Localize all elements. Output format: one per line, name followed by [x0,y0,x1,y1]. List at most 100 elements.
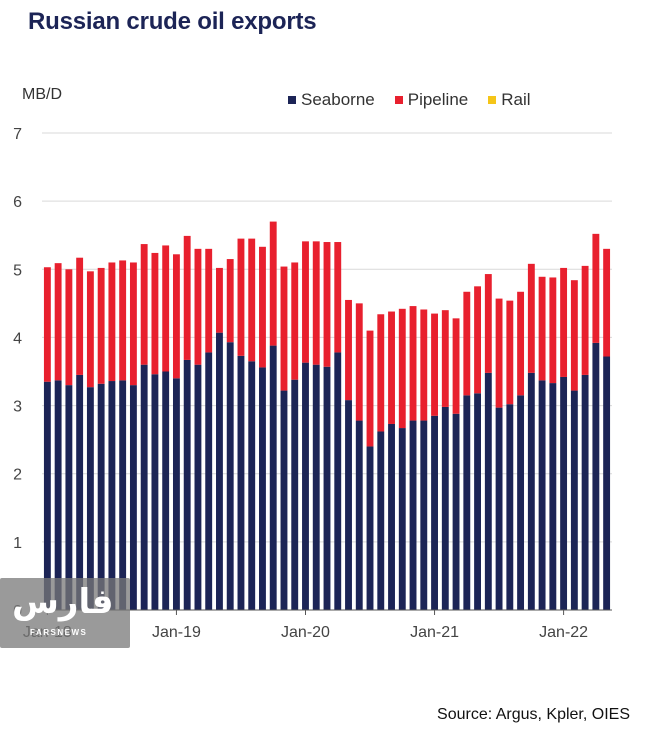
bar-seaborne-28 [345,400,352,610]
bar-pipeline-11 [162,245,170,372]
bar-pipeline-46 [538,276,546,381]
bar-pipeline-4 [86,271,94,388]
legend-item-pipeline: Pipeline [394,90,469,110]
bar-seaborne-17 [226,342,234,610]
bar-pipeline-47 [549,277,557,384]
bar-seaborne-20 [259,367,266,610]
bar-seaborne-34 [409,420,417,610]
bar-seaborne-31 [377,431,385,610]
bar-pipeline-2 [65,269,73,386]
bar-pipeline-48 [560,267,568,377]
bar-pipeline-32 [388,311,395,424]
legend-label-pipeline: Pipeline [407,90,469,109]
bar-pipeline-41 [484,274,492,373]
bar-pipeline-49 [570,280,578,391]
bar-pipeline-21 [269,221,277,346]
bar-seaborne-26 [323,366,331,610]
y-axis-label: MB/D [22,86,62,103]
bar-seaborne-6 [108,381,116,610]
bar-pipeline-51 [592,233,600,343]
bar-seaborne-11 [162,371,170,610]
legend-item-seaborne: Seaborne [288,90,375,110]
bar-seaborne-29 [355,420,363,610]
bar-pipeline-20 [259,246,266,368]
legend: Seaborne Pipeline Rail [288,90,531,110]
bar-seaborne-30 [366,446,374,610]
bar-seaborne-14 [194,364,202,610]
bar-seaborne-45 [527,372,535,610]
bar-pipeline-26 [323,242,331,367]
bar-seaborne-23 [291,379,299,610]
bar-seaborne-40 [474,393,481,610]
bar-seaborne-49 [570,390,578,610]
bar-pipeline-28 [345,299,352,401]
bar-seaborne-9 [140,364,148,610]
x-tick-label-Jan-20: Jan-20 [281,624,330,641]
bar-seaborne-24 [302,362,309,610]
bar-pipeline-27 [334,242,342,353]
bar-pipeline-38 [452,318,460,414]
bar-seaborne-5 [97,383,105,610]
bar-pipeline-44 [517,291,525,396]
bar-seaborne-12 [172,378,180,610]
bar-seaborne-42 [495,407,503,610]
x-tick-label-Jan-19: Jan-19 [152,624,201,641]
bar-seaborne-32 [388,423,395,610]
bar-pipeline-16 [216,267,223,333]
bar-pipeline-0 [43,267,51,382]
bar-pipeline-10 [151,252,159,375]
bar-seaborne-48 [560,376,568,610]
y-tick-label-2: 2 [13,467,22,484]
bar-pipeline-24 [302,241,309,363]
bar-seaborne-41 [484,372,492,610]
bar-pipeline-14 [194,248,202,365]
x-tick-label-Jan-22: Jan-22 [539,624,588,641]
bar-pipeline-12 [172,254,180,379]
pipeline-swatch [394,96,403,104]
bar-pipeline-52 [603,248,611,357]
y-tick-label-1: 1 [13,535,22,552]
bar-seaborne-36 [431,415,438,610]
bar-seaborne-51 [592,342,600,610]
bar-pipeline-50 [581,265,589,375]
bar-seaborne-33 [398,428,406,610]
y-tick-label-3: 3 [13,399,22,416]
bar-seaborne-35 [420,420,428,610]
bar-pipeline-13 [183,235,191,360]
bar-seaborne-50 [581,374,589,610]
bar-pipeline-37 [441,310,449,407]
source-note: Source: Argus, Kpler, OIES [437,706,630,723]
bar-pipeline-43 [506,300,514,405]
bar-pipeline-40 [474,286,481,394]
bar-pipeline-30 [366,330,374,447]
bar-seaborne-16 [216,332,223,610]
bar-pipeline-1 [54,263,62,381]
watermark-mark: فارس [12,582,114,622]
bar-seaborne-8 [129,385,137,610]
y-tick-label-4: 4 [13,330,22,347]
x-tick-label-Jan-21: Jan-21 [410,624,459,641]
bar-seaborne-10 [151,374,159,610]
y-tick-label-5: 5 [13,262,22,279]
legend-label-rail: Rail [501,90,531,109]
bar-seaborne-27 [334,352,342,610]
y-tick-label-6: 6 [13,194,22,211]
legend-item-rail: Rail [488,90,531,110]
bar-pipeline-31 [377,314,385,432]
bar-pipeline-3 [76,257,84,375]
farsnews-watermark-logo: فارس FARSNEWS [0,578,130,648]
bar-pipeline-8 [129,262,137,386]
bar-pipeline-18 [237,238,245,356]
bar-pipeline-23 [291,262,299,380]
bar-seaborne-15 [205,352,213,610]
bar-seaborne-7 [119,380,127,610]
bar-seaborne-22 [280,390,288,610]
bar-pipeline-45 [527,263,535,373]
bar-seaborne-46 [538,380,546,610]
bar-pipeline-34 [409,306,417,421]
bar-pipeline-36 [431,313,438,416]
chart-title: Russian crude oil exports [28,8,317,35]
bar-seaborne-21 [269,345,277,610]
bar-seaborne-3 [76,374,84,610]
